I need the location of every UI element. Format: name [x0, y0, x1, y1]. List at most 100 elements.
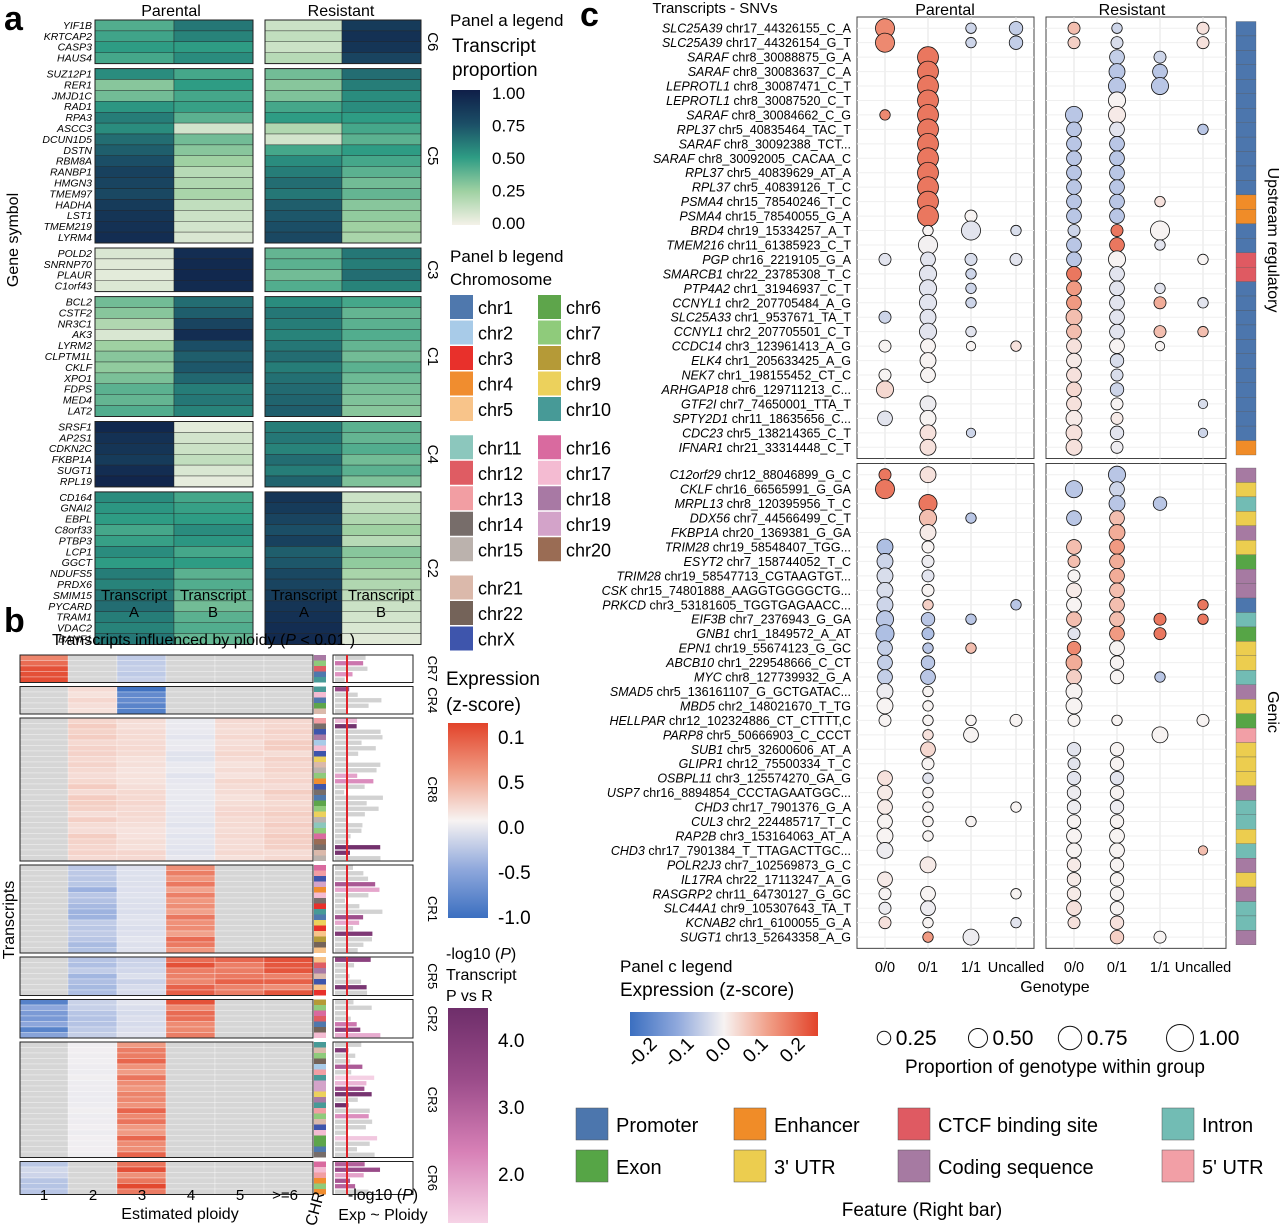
ploidy-cell [165, 930, 216, 937]
snv-id: chr1_1849572_A_AT [730, 627, 851, 641]
ploidy-cell [67, 1091, 118, 1098]
ploidy-cell [214, 761, 265, 768]
snv-label: PSMA4 chr15_78540055_G_A [679, 210, 851, 224]
chr-strip-cell [314, 773, 326, 779]
heat-cell [173, 383, 254, 395]
snv-label: GTF2I chr7_74650001_TTA_T [681, 397, 851, 411]
ploidy-cell [19, 833, 70, 840]
colorbar-tick: 0.50 [492, 149, 525, 168]
ploidy-cell [214, 772, 265, 779]
genotype-dot [1110, 440, 1124, 454]
column-label: A [129, 604, 139, 621]
ploidy-cell [214, 816, 265, 823]
panel-b-legend-title: Panel b legend [450, 247, 563, 266]
snv-label: CHD3 chr17_7901376_G_A [695, 801, 852, 815]
chr-strip-cell [314, 914, 326, 920]
ploidy-cell [214, 956, 265, 963]
ploidy-cell [165, 989, 216, 996]
genotype-dot [922, 700, 934, 712]
ploidy-cell [214, 1041, 265, 1048]
gene-label: CDKN2C [49, 443, 93, 455]
genotype-dot [876, 553, 894, 570]
ploidy-cell [214, 892, 265, 899]
ploidy-cell [67, 1069, 118, 1076]
expression-colorbar-rect [448, 723, 488, 918]
snv-label: SMARCB1 chr22_23785308_T_C [663, 267, 851, 281]
ploidy-cell [116, 1041, 167, 1048]
ploidy-cell [116, 919, 167, 926]
heat-cell [341, 568, 422, 580]
ploidy-cell [263, 778, 314, 785]
ploidy-cell [19, 794, 70, 801]
genotype-dot [1109, 655, 1125, 670]
heat-cell [173, 350, 254, 363]
block-frame [19, 864, 314, 954]
feature-bar-cell [1235, 756, 1257, 772]
ploidy-cell [263, 783, 314, 790]
ploidy-cell [165, 660, 216, 667]
genotype-dot [876, 827, 894, 845]
heat-cell [341, 502, 422, 514]
genotype-dot [920, 612, 936, 627]
ploidy-cell [165, 1161, 216, 1168]
pval-bar [335, 1141, 370, 1146]
ploidy-cell [263, 903, 314, 910]
snv-gene: FKBP1A [671, 526, 719, 540]
ploidy-tick: >=6 [272, 1187, 298, 1204]
genotype-dot [1197, 123, 1209, 136]
pval-bar [335, 834, 351, 839]
genotype-dot [1066, 785, 1082, 800]
chr-strip-cell [314, 1189, 326, 1195]
chromosome-swatch [538, 320, 561, 345]
chr-strip-cell [314, 1119, 326, 1125]
panel-c-colorbar-tick: 0.2 [776, 1034, 810, 1068]
snv-id: chr17_7901384_T_TTAGACTTGC... [645, 844, 851, 858]
ploidy-cell [165, 1015, 216, 1022]
ploidy-cell [67, 930, 118, 937]
snv-id: chr1_6100055_G_A [736, 916, 852, 930]
ploidy-cell [214, 875, 265, 882]
feature-swatch [733, 1149, 767, 1183]
gene-label: TRAM1 [56, 612, 92, 624]
cluster-frame [94, 421, 254, 488]
snv-id: chr5_40839126_T_C [730, 181, 851, 195]
ploidy-cell [263, 1118, 314, 1125]
snv-gene: MRPL13 [674, 497, 723, 511]
ploidy-cell [67, 794, 118, 801]
genotype-dot [965, 427, 977, 438]
ploidy-cell [116, 811, 167, 818]
ploidy-cell [19, 870, 70, 877]
ploidy-cell [214, 1129, 265, 1136]
ploidy-cell [214, 999, 265, 1006]
chr-strip-cell [314, 1080, 326, 1086]
ploidy-cell [263, 941, 314, 948]
panel-c-xlabel: Genotype [1020, 979, 1089, 996]
pval-bar [335, 1147, 357, 1152]
ploidy-cell [214, 1161, 265, 1168]
pval-bar [335, 1162, 365, 1167]
genotype-dot [1010, 888, 1022, 900]
chr-strip-cell [314, 666, 326, 672]
ploidy-cell [165, 1069, 216, 1076]
ploidy-cell [116, 794, 167, 801]
pval-bar [335, 1081, 367, 1086]
genotype-dot [1197, 613, 1209, 625]
panel-c-colorbar-tick: -0.2 [624, 1034, 662, 1072]
snv-id: chr11_64730127_G_GC [712, 887, 851, 901]
feature-bar-cell [1235, 626, 1257, 642]
ploidy-cell [165, 1113, 216, 1120]
heat-cell [94, 144, 175, 156]
ploidy-cell [263, 1129, 314, 1136]
heat-cell [94, 269, 175, 281]
ploidy-cell [67, 1047, 118, 1054]
snv-label: MYC chr8_127739932_G_A [694, 671, 852, 685]
pval-bar [335, 856, 381, 861]
ploidy-cell [263, 855, 314, 862]
ploidy-cell [165, 767, 216, 774]
genotype-tick: Uncalled [1175, 960, 1231, 976]
genotype-dot [1109, 179, 1125, 195]
genotype-dot [962, 928, 980, 946]
genotype-dot [919, 524, 937, 541]
chromosome-label: chr10 [566, 400, 611, 420]
snv-gene: TRIM28 [665, 540, 710, 554]
